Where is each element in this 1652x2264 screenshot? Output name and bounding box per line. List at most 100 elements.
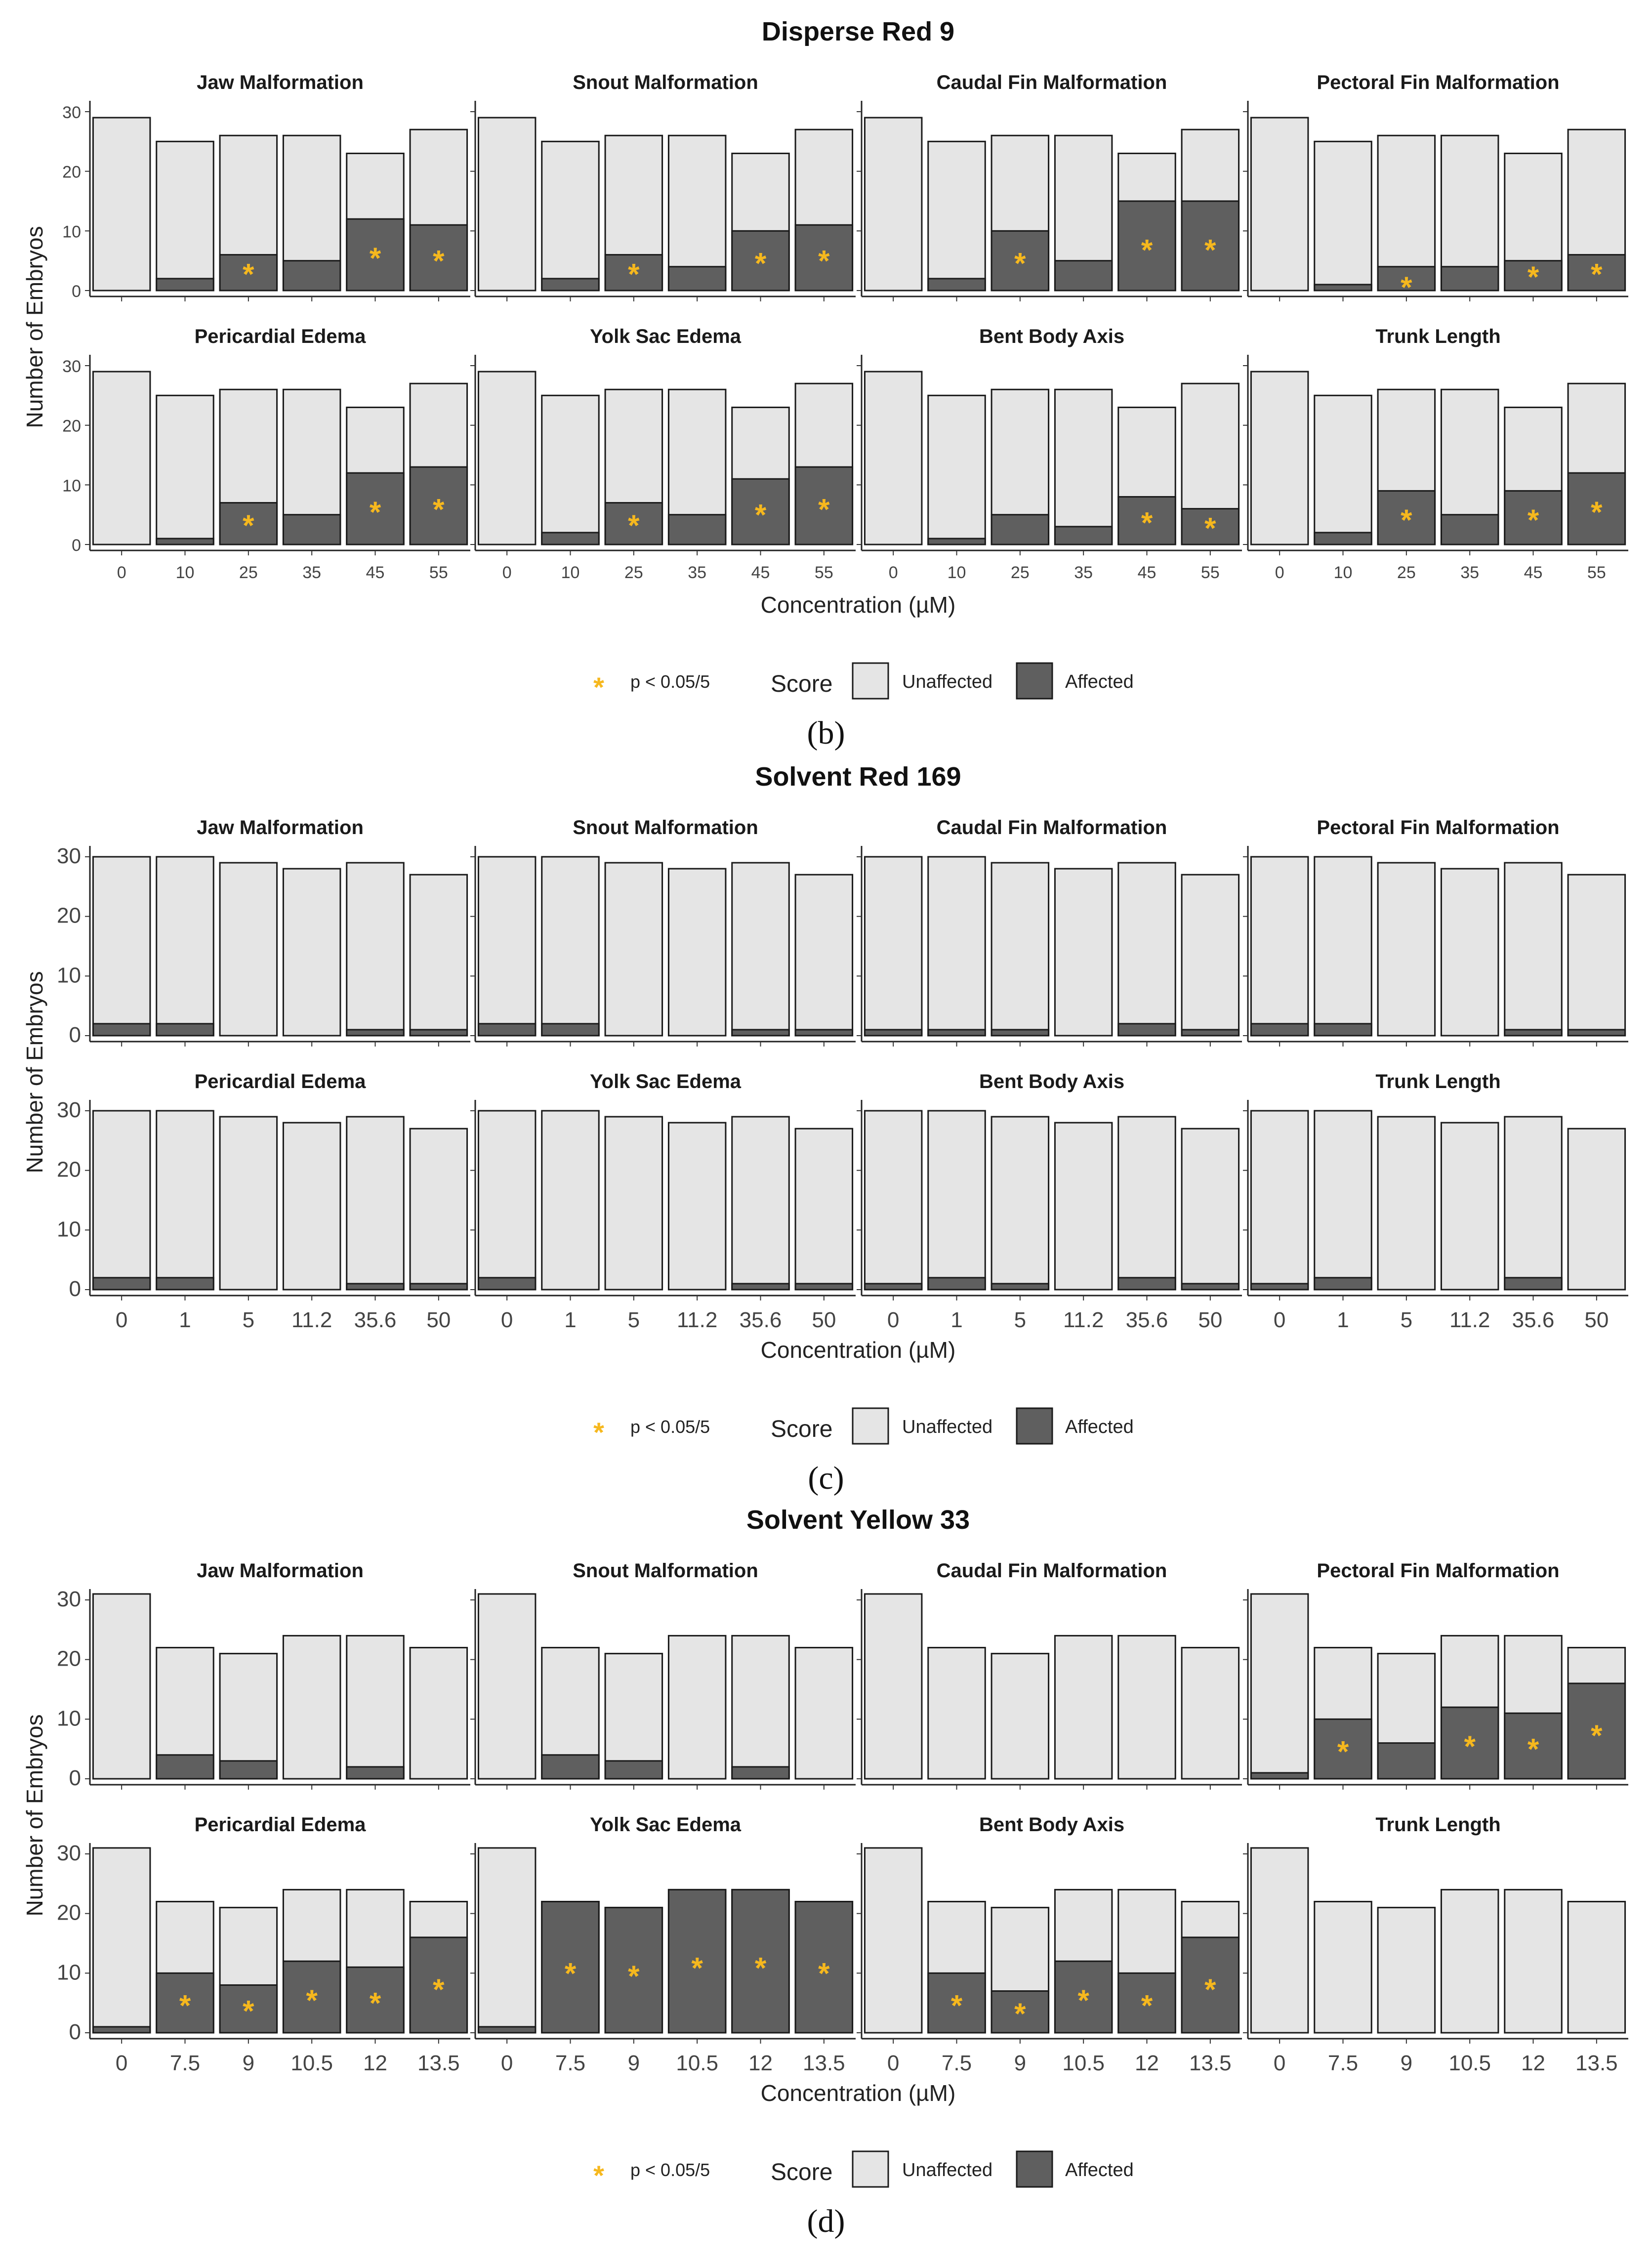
bar-affected (282, 260, 341, 292)
legend-significance-label: p < 0.05/5 (630, 671, 710, 692)
x-axis-label: Concentration (µM) (761, 1337, 956, 1363)
bar-affected (541, 532, 600, 545)
bar-affected (1181, 1283, 1240, 1291)
significance-star: * (433, 1973, 445, 2006)
significance-star: * (1204, 234, 1216, 267)
x-tick-label: 9 (243, 2051, 254, 2075)
x-axis-label: Concentration (µM) (761, 592, 956, 618)
x-tick-label: 5 (628, 1308, 640, 1332)
legend-star-icon: * (593, 1417, 604, 1448)
y-tick-label: 20 (62, 417, 81, 436)
x-tick-label: 13.5 (1189, 2051, 1232, 2075)
significance-star: * (1401, 503, 1412, 537)
bar-affected (1314, 284, 1372, 292)
facet-title: Yolk Sac Edema (590, 1814, 742, 1836)
facet-title: Pericardial Edema (195, 326, 367, 347)
x-tick-label: 50 (812, 1308, 836, 1332)
y-tick-label: 30 (57, 1841, 81, 1865)
bar-unaffected (1117, 862, 1176, 1037)
bar-unaffected (1181, 874, 1240, 1037)
legend-unaffected-label: Unaffected (902, 1417, 992, 1437)
bar-affected (346, 1966, 405, 2034)
x-tick-label: 5 (243, 1308, 254, 1332)
facet-snout-malformation: Snout Malformation (470, 817, 856, 1047)
bar-unaffected (1504, 1116, 1563, 1291)
facet-bent-body-axis: Bent Body Axis 0 * 7.5 * 9 * 10.5 * 12 * 13.5 (857, 1814, 1242, 2075)
facet-trunk-length: Trunk Length 0 1 5 11.2 35.6 50 (1243, 1071, 1628, 1332)
legend-affected-swatch (1016, 2150, 1053, 2188)
significance-star: * (1077, 1984, 1089, 2017)
bar-affected (541, 278, 600, 292)
y-tick-label: 0 (72, 536, 81, 555)
bar-unaffected (1054, 1635, 1113, 1780)
facet-title: Jaw Malformation (197, 817, 364, 839)
facet-title: Pericardial Edema (195, 1071, 367, 1092)
bar-unaffected (1440, 1888, 1499, 2034)
x-tick-label: 50 (1584, 1308, 1609, 1332)
bar-unaffected (864, 1593, 923, 1780)
y-tick-label: 0 (72, 282, 81, 301)
bar-unaffected (1117, 1116, 1176, 1291)
x-tick-label: 55 (815, 563, 833, 582)
bar-unaffected (1250, 856, 1309, 1037)
significance-star: * (243, 1995, 254, 2028)
bar-affected (1117, 200, 1176, 292)
x-tick-label: 1 (1337, 1308, 1349, 1332)
bar-affected (1250, 1023, 1309, 1037)
significance-star: * (628, 257, 640, 291)
bar-affected (1250, 1283, 1309, 1291)
bar-unaffected (409, 1128, 468, 1291)
legend-score-title: Score (771, 2159, 832, 2185)
x-tick-label: 45 (1524, 563, 1543, 582)
x-tick-label: 0 (1274, 2051, 1285, 2075)
x-tick-label: 35.6 (740, 1308, 782, 1332)
significance-star: * (306, 1984, 318, 2017)
significance-star: * (1528, 260, 1539, 293)
bar-affected (731, 1283, 790, 1291)
y-tick-label: 30 (57, 1587, 81, 1611)
bar-unaffected (864, 856, 923, 1037)
bar-unaffected (731, 1116, 790, 1291)
x-tick-label: 12 (363, 2051, 387, 2075)
legend-unaffected-swatch (852, 1407, 889, 1445)
bar-unaffected (731, 862, 790, 1037)
bar-affected (156, 1972, 214, 2034)
y-tick-label: 20 (57, 1647, 81, 1671)
bar-affected (1440, 514, 1499, 545)
legend-unaffected-label: Unaffected (902, 671, 992, 692)
legend-affected-label: Affected (1065, 1417, 1134, 1437)
legend-unaffected-swatch (852, 2150, 889, 2188)
facet-yolk-sac-edema: Yolk Sac Edema 0 1 5 11.2 35.6 50 (470, 1071, 856, 1332)
significance-star: * (628, 1960, 640, 1993)
legend-affected-label: Affected (1065, 2160, 1134, 2180)
bar-affected (864, 1029, 923, 1037)
bar-unaffected (1250, 1593, 1309, 1780)
x-tick-label: 35 (688, 563, 706, 582)
significance-star: * (1528, 503, 1539, 537)
x-tick-label: 7.5 (555, 2051, 585, 2075)
significance-star: * (243, 509, 254, 542)
x-tick-label: 55 (1201, 563, 1220, 582)
y-tick-label: 30 (62, 357, 81, 376)
y-tick-label: 10 (57, 963, 81, 987)
x-tick-label: 12 (1135, 2051, 1159, 2075)
bar-unaffected (927, 1647, 986, 1780)
facet-bent-body-axis: Bent Body Axis 0 1 5 11.2 35.6 50 (857, 1071, 1242, 1332)
bar-unaffected (477, 856, 537, 1037)
significance-star: * (1141, 234, 1153, 267)
bar-affected (541, 1901, 600, 2034)
bar-unaffected (1567, 1128, 1626, 1291)
bar-affected (731, 230, 790, 292)
bar-unaffected (991, 1653, 1050, 1780)
figure-block-3: Solvent Yellow 33 Number of Embryos Jaw Ma… (22, 1505, 1628, 2239)
bar-affected (1314, 1277, 1372, 1291)
bar-unaffected (219, 1653, 278, 1780)
bar-unaffected (1504, 862, 1563, 1037)
bar-unaffected (794, 1647, 854, 1780)
figure-title: Solvent Red 169 (755, 762, 961, 792)
bar-affected (219, 1760, 278, 1780)
bar-affected (604, 1907, 663, 2034)
bar-affected (604, 1760, 663, 1780)
x-tick-label: 55 (429, 563, 448, 582)
bar-unaffected (282, 1122, 341, 1291)
